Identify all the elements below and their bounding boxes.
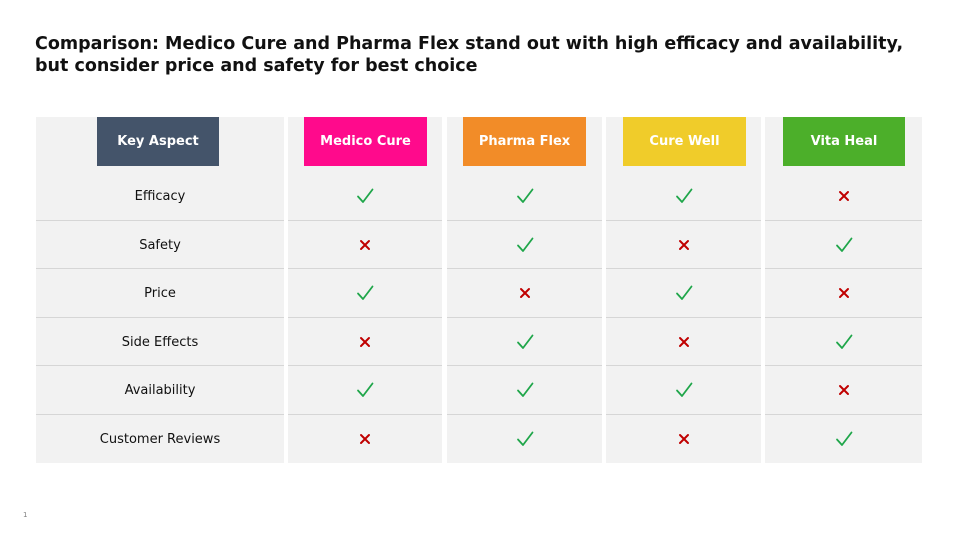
header-key-aspect: Key Aspect: [97, 117, 219, 166]
check-icon: [675, 382, 692, 397]
comparison-cell: [606, 172, 761, 220]
comparison-cell: [288, 415, 442, 463]
product-column: [447, 117, 602, 463]
check-icon: [835, 334, 852, 349]
row-divider: [447, 365, 602, 366]
cross-icon: [360, 240, 370, 250]
check-icon: [516, 188, 533, 203]
check-icon: [835, 431, 852, 446]
row-divider: [288, 268, 442, 269]
cross-icon: [519, 288, 530, 298]
comparison-cell: [447, 318, 602, 366]
row-divider: [447, 220, 602, 221]
header-product: Cure Well: [623, 117, 746, 166]
comparison-cell: [288, 318, 442, 366]
header-product: Medico Cure: [304, 117, 427, 166]
row-divider: [606, 317, 761, 318]
row-divider: [765, 220, 922, 221]
check-icon: [357, 285, 374, 300]
comparison-cell: [447, 172, 602, 220]
comparison-cell: [288, 366, 442, 414]
comparison-cell: [606, 415, 761, 463]
check-icon: [675, 285, 692, 300]
product-column: [606, 117, 761, 463]
cross-icon: [678, 240, 689, 250]
comparison-cell: [606, 366, 761, 414]
check-icon: [675, 188, 692, 203]
check-icon: [357, 188, 374, 203]
cross-icon: [838, 385, 849, 395]
row-divider: [606, 365, 761, 366]
comparison-cell: [447, 366, 602, 414]
row-divider: [765, 268, 922, 269]
product-column: [765, 117, 922, 463]
check-icon: [516, 334, 533, 349]
check-icon: [357, 382, 374, 397]
comparison-cell: [765, 172, 922, 220]
row-label: Efficacy: [134, 188, 186, 204]
row-divider: [36, 220, 284, 221]
cross-icon: [838, 288, 849, 298]
row-divider: [288, 317, 442, 318]
row-divider: [765, 365, 922, 366]
cross-icon: [838, 191, 849, 201]
row-divider: [288, 220, 442, 221]
check-icon: [516, 382, 533, 397]
row-divider: [606, 220, 761, 221]
comparison-cell: [765, 221, 922, 269]
cross-icon: [678, 337, 689, 347]
row-divider: [606, 268, 761, 269]
page-number: 1: [23, 511, 28, 519]
header-product: Pharma Flex: [463, 117, 586, 166]
row-divider: [765, 414, 922, 415]
comparison-cell: [765, 269, 922, 317]
row-divider: [765, 317, 922, 318]
row-label: Availability: [124, 382, 196, 398]
row-label: Safety: [139, 237, 181, 253]
comparison-cell: [606, 318, 761, 366]
row-divider: [447, 317, 602, 318]
row-divider: [36, 365, 284, 366]
row-label: Price: [144, 285, 176, 301]
product-column: [288, 117, 442, 463]
comparison-cell: [447, 415, 602, 463]
comparison-cell: [606, 221, 761, 269]
row-divider: [36, 414, 284, 415]
cross-icon: [360, 337, 370, 347]
row-divider: [288, 365, 442, 366]
row-label: Side Effects: [121, 334, 199, 350]
comparison-cell: [288, 172, 442, 220]
row-label: Customer Reviews: [99, 431, 221, 447]
check-icon: [835, 237, 852, 252]
row-divider: [288, 414, 442, 415]
cross-icon: [360, 434, 370, 444]
comparison-cell: [447, 269, 602, 317]
comparison-cell: [765, 415, 922, 463]
comparison-cell: [765, 318, 922, 366]
comparison-cell: [288, 269, 442, 317]
comparison-cell: [288, 221, 442, 269]
row-divider: [447, 414, 602, 415]
comparison-cell: [447, 221, 602, 269]
row-divider: [447, 268, 602, 269]
comparison-cell: [765, 366, 922, 414]
cross-icon: [678, 434, 689, 444]
check-icon: [516, 237, 533, 252]
comparison-cell: [606, 269, 761, 317]
row-divider: [606, 414, 761, 415]
row-divider: [36, 317, 284, 318]
key-aspect-column: [36, 117, 284, 463]
header-product: Vita Heal: [783, 117, 905, 166]
slide-title: Comparison: Medico Cure and Pharma Flex …: [35, 34, 904, 76]
row-divider: [36, 268, 284, 269]
check-icon: [516, 431, 533, 446]
